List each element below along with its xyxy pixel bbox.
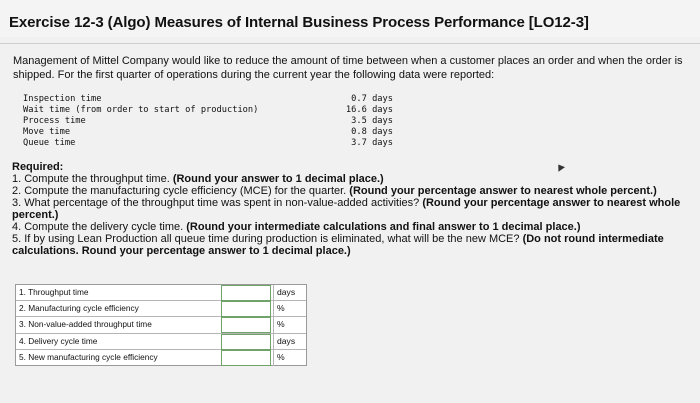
title-bar: Exercise 12-3 (Algo) Measures of Interna… — [0, 0, 700, 37]
intro-text: Management of Mittel Company would like … — [13, 55, 683, 81]
question-text: 4. Compute the delivery cycle time. — [12, 221, 184, 233]
data-value: 0.8 days — [351, 127, 393, 137]
answer-label: 5. New manufacturing cycle efficiency — [19, 351, 158, 362]
question-note: (Round your answer to 1 decimal place.) — [172, 173, 384, 185]
answer-row: 1. Throughput time days — [16, 285, 306, 302]
answer-unit: days — [273, 285, 306, 301]
data-row: Process time 3.5 days — [23, 116, 393, 127]
answer-label: 2. Manufacturing cycle efficiency — [19, 303, 139, 314]
reported-data: Inspection time 0.7 days Wait time (from… — [23, 94, 393, 149]
answer-row: 2. Manufacturing cycle efficiency % — [16, 301, 306, 318]
answer-unit: % — [273, 317, 306, 334]
answer-label: 4. Delivery cycle time — [19, 335, 98, 346]
question-1: 1. Compute the throughput time. (Round y… — [12, 173, 700, 185]
answer-row: 4. Delivery cycle time days — [16, 333, 306, 350]
question-text: 2. Compute the manufacturing cycle effic… — [12, 185, 347, 197]
question-note: (Round your intermediate calculations an… — [186, 221, 581, 233]
data-value: 16.6 days — [345, 105, 393, 115]
answer-row: 3. Non-value-added throughput time % — [16, 317, 306, 334]
question-3: 3. What percentage of the throughput tim… — [12, 197, 700, 221]
data-row: Queue time 3.7 days — [23, 138, 393, 149]
question-note: (Round your percentage answer to nearest… — [12, 197, 681, 221]
answer-unit: days — [273, 333, 306, 350]
data-value: 0.7 days — [351, 94, 393, 104]
data-row: Move time 0.8 days — [23, 127, 393, 138]
answer-label: 1. Throughput time — [19, 287, 89, 297]
data-value: 3.7 days — [351, 138, 393, 148]
question-text: 5. If by using Lean Production all queue… — [12, 233, 520, 245]
question-4: 4. Compute the delivery cycle time. (Rou… — [12, 221, 700, 233]
new-mce-input[interactable] — [221, 349, 271, 366]
data-label: Wait time (from order to start of produc… — [23, 105, 259, 115]
data-label: Process time — [23, 116, 86, 126]
throughput-time-input[interactable] — [221, 285, 271, 301]
question-text: 3. What percentage of the throughput tim… — [12, 197, 420, 209]
divider — [0, 43, 700, 44]
question-5: 5. If by using Lean Production all queue… — [12, 233, 700, 257]
page-title: Exercise 12-3 (Algo) Measures of Interna… — [9, 14, 589, 31]
data-row: Inspection time 0.7 days — [23, 94, 393, 105]
question-note: (Round your percentage answer to nearest… — [349, 185, 657, 197]
non-value-added-input[interactable] — [221, 317, 271, 334]
data-label: Move time — [23, 127, 71, 137]
answer-table: 1. Throughput time days 2. Manufacturing… — [15, 284, 307, 366]
data-value: 3.5 days — [351, 116, 393, 126]
answer-unit: % — [273, 349, 306, 366]
answer-label: 3. Non-value-added throughput time — [19, 319, 152, 330]
answer-unit: % — [273, 301, 306, 318]
question-2: 2. Compute the manufacturing cycle effic… — [12, 185, 700, 197]
data-label: Inspection time — [23, 94, 102, 104]
delivery-cycle-time-input[interactable] — [221, 333, 271, 350]
data-row: Wait time (from order to start of produc… — [23, 105, 393, 116]
required-section: Required: 1. Compute the throughput time… — [12, 161, 700, 257]
mce-input[interactable] — [221, 301, 271, 318]
question-text: 1. Compute the throughput time. — [12, 173, 170, 185]
question-note: (Do not round intermediate calculations.… — [12, 233, 664, 257]
data-label: Queue time — [23, 138, 76, 148]
required-heading: Required: — [12, 161, 64, 173]
answer-row: 5. New manufacturing cycle efficiency % — [16, 349, 306, 366]
